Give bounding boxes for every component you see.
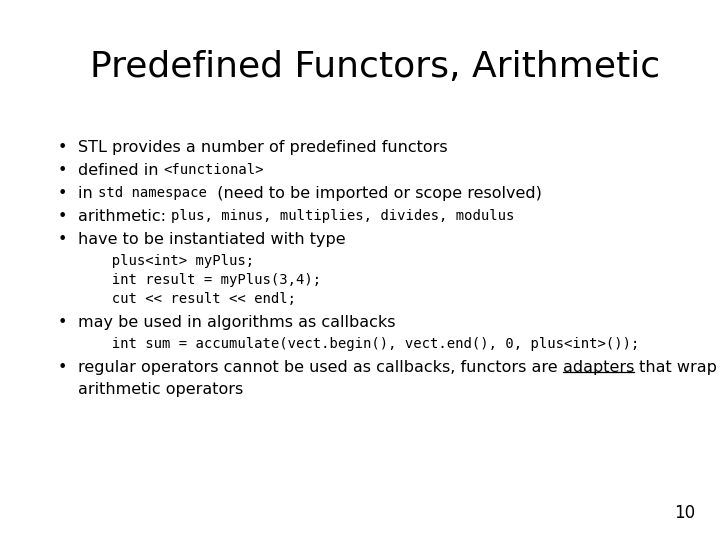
Text: •: •	[58, 360, 68, 375]
Text: <functional>: <functional>	[163, 163, 264, 177]
Text: arithmetic operators: arithmetic operators	[78, 382, 243, 397]
Text: (need to be imported or scope resolved): (need to be imported or scope resolved)	[207, 186, 541, 201]
Text: int result = myPlus(3,4);: int result = myPlus(3,4);	[95, 273, 321, 287]
Text: •: •	[58, 140, 68, 155]
Text: std namespace: std namespace	[98, 186, 207, 200]
Text: may be used in algorithms as callbacks: may be used in algorithms as callbacks	[78, 315, 395, 330]
Text: plus, minus, multiplies, divides, modulus: plus, minus, multiplies, divides, modulu…	[171, 209, 515, 223]
Text: cut << result << endl;: cut << result << endl;	[95, 292, 296, 306]
Text: in: in	[78, 186, 98, 201]
Text: STL provides a number of predefined functors: STL provides a number of predefined func…	[78, 140, 448, 155]
Text: •: •	[58, 315, 68, 330]
Text: •: •	[58, 186, 68, 201]
Text: adapters: adapters	[563, 360, 634, 375]
Text: 10: 10	[674, 504, 695, 522]
Text: regular operators cannot be used as callbacks, functors are: regular operators cannot be used as call…	[78, 360, 563, 375]
Text: plus<int> myPlus;: plus<int> myPlus;	[95, 254, 254, 268]
Text: •: •	[58, 209, 68, 224]
Text: have to be instantiated with type: have to be instantiated with type	[78, 232, 346, 247]
Text: that wrap regular: that wrap regular	[634, 360, 720, 375]
Text: •: •	[58, 163, 68, 178]
Text: arithmetic:: arithmetic:	[78, 209, 171, 224]
Text: int sum = accumulate(vect.begin(), vect.end(), 0, plus<int>());: int sum = accumulate(vect.begin(), vect.…	[95, 337, 639, 351]
Text: •: •	[58, 232, 68, 247]
Text: defined in: defined in	[78, 163, 163, 178]
Text: Predefined Functors, Arithmetic: Predefined Functors, Arithmetic	[90, 50, 660, 84]
